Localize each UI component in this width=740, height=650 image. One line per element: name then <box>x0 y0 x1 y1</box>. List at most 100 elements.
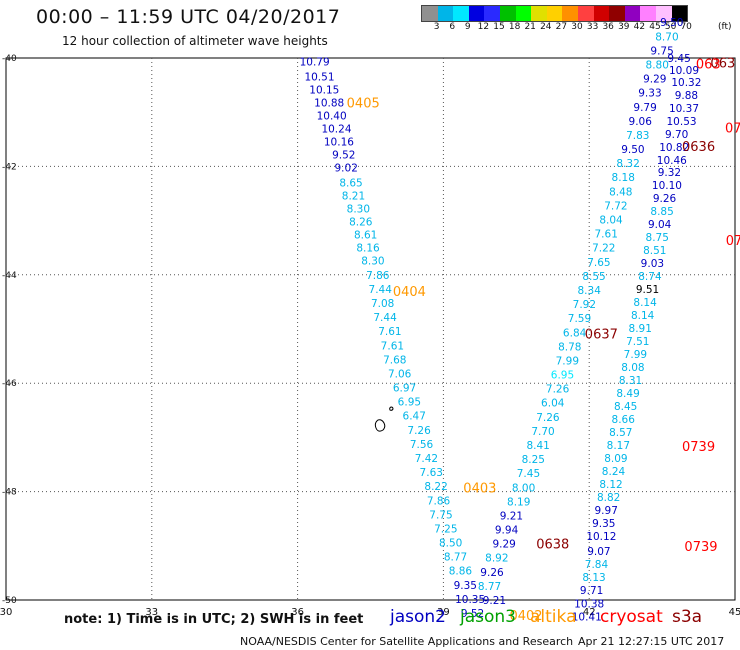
wave-height-value: 10.15 <box>309 84 339 96</box>
wave-height-value: 8.78 <box>558 341 581 353</box>
legend-item-altika: altika <box>530 607 577 627</box>
colorbar-unit: (ft) <box>718 22 732 32</box>
wave-height-value: 10.82 <box>659 142 689 154</box>
pass-time-label: 063 <box>710 56 735 71</box>
pass-time-label: 0638 <box>536 538 569 553</box>
wave-height-value: 10.35 <box>455 594 485 606</box>
wave-height-value: 9.04 <box>648 219 672 231</box>
wave-height-value: 7.26 <box>536 412 560 424</box>
wave-height-value: 8.77 <box>444 552 467 564</box>
colorbar-swatch <box>577 6 594 21</box>
colorbar-label: 42 <box>633 22 646 32</box>
colorbar-label: 30 <box>571 22 583 32</box>
wave-height-value: 9.26 <box>480 567 504 579</box>
wave-height-value: 8.77 <box>478 581 501 593</box>
wave-height-value: 9.26 <box>653 193 677 205</box>
colorbar-label: 33 <box>586 22 599 32</box>
wave-height-value: 6.04 <box>541 398 565 410</box>
wave-height-value: 10.41 <box>572 611 602 623</box>
longitude-tick-label: 36 <box>291 607 304 618</box>
wave-height-value: 8.51 <box>643 245 666 257</box>
pass-time-label: 0402 <box>509 609 542 624</box>
footer-note: note: 1) Time is in UTC; 2) SWH is in fe… <box>64 612 364 627</box>
legend-item-s3a: s3a <box>672 607 703 627</box>
colorbar-swatch <box>562 6 578 21</box>
wave-height-value: 8.75 <box>646 232 669 244</box>
wave-height-value: 8.09 <box>604 453 627 465</box>
wave-height-value: 9.52 <box>332 149 355 161</box>
wave-height-value: 7.86 <box>427 495 451 507</box>
chart-title: 00:00 – 11:59 UTC 04/20/2017 <box>36 6 341 28</box>
wave-height-value: 7.06 <box>388 368 412 380</box>
latitude-tick-label: -46 <box>2 379 17 389</box>
wave-height-value: 10.53 <box>667 116 697 128</box>
wave-height-value: 7.72 <box>604 200 627 212</box>
wave-height-value: 7.25 <box>434 523 457 535</box>
wave-height-value: 10.46 <box>657 155 687 167</box>
colorbar-label: 9 <box>464 22 471 32</box>
colorbar-swatch <box>453 6 469 21</box>
pass-time-label: 0405 <box>347 96 380 111</box>
wave-height-value: 9.97 <box>595 505 618 517</box>
colorbar-swatch <box>484 6 500 21</box>
wave-height-value: 6.47 <box>403 411 426 423</box>
wave-height-value: 9.94 <box>495 525 519 537</box>
pass-time-label: 0738 <box>726 234 740 249</box>
pass-time-label: 0404 <box>393 285 426 300</box>
colorbar-label: 50 <box>664 22 677 32</box>
wave-height-value: 8.57 <box>609 427 632 439</box>
colorbar-label: 18 <box>508 22 521 32</box>
wave-height-value: 10.51 <box>304 71 334 83</box>
colorbar-swatch <box>609 6 625 21</box>
wave-height-value: 7.99 <box>624 349 647 361</box>
wave-height-value: 8.12 <box>599 479 622 491</box>
colorbar-swatch <box>671 6 688 21</box>
wave-height-value: 8.14 <box>633 297 657 309</box>
wave-height-value: 8.50 <box>439 538 462 550</box>
colorbar-label: 21 <box>524 22 536 32</box>
wave-height-value: 10.40 <box>317 110 347 122</box>
latitude-tick-label: -42 <box>2 162 17 172</box>
latitude-tick-label: -50 <box>2 596 17 606</box>
wave-height-value: 10.88 <box>314 97 344 109</box>
colorbar-label: 45 <box>649 22 661 32</box>
wave-height-value: 6.95 <box>551 370 574 382</box>
legend-item-jason2: jason2 <box>390 607 446 627</box>
wave-height-value: 8.00 <box>512 482 535 494</box>
wave-height-value: 7.45 <box>517 468 540 480</box>
colorbar-swatch <box>437 6 454 21</box>
wave-height-value: 7.22 <box>592 243 615 255</box>
wave-height-value: 10.38 <box>574 598 604 610</box>
wave-height-value: 10.32 <box>671 77 701 89</box>
wave-height-value: 7.51 <box>626 336 649 348</box>
wave-height-value: 8.34 <box>578 285 602 297</box>
wave-height-value: 8.92 <box>485 553 508 565</box>
wave-height-value: 8.49 <box>616 388 639 400</box>
wave-height-value: 9.06 <box>629 116 653 128</box>
colorbar-swatch <box>515 6 532 21</box>
colorbar-label: 3 <box>433 22 440 32</box>
wave-height-value: 10.79 <box>300 56 330 68</box>
colorbar-swatch <box>422 6 438 21</box>
wave-height-value: 9.02 <box>335 162 358 174</box>
wave-height-observations: 10.7910.5110.1510.8810.4010.2410.169.529… <box>300 17 702 623</box>
wave-height-value: 9.29 <box>492 539 515 551</box>
wave-height-value: 10.16 <box>324 136 354 148</box>
wave-height-value: 10.24 <box>321 123 351 135</box>
longitude-tick-label: 42 <box>583 607 596 618</box>
wave-height-value: 6.97 <box>393 383 416 395</box>
wave-height-value: 9.29 <box>643 74 666 86</box>
wave-height-value: 9.35 <box>592 518 615 530</box>
colorbar <box>421 5 689 22</box>
wave-height-value: 8.04 <box>599 215 623 227</box>
wave-height-value: 8.74 <box>638 271 662 283</box>
colorbar-label: 70 <box>680 22 692 32</box>
wave-height-value: 9.35 <box>454 580 477 592</box>
longitude-tick-label: 33 <box>145 607 158 618</box>
wave-height-value: 8.70 <box>655 31 678 43</box>
axis-tick-labels: 30 33 36 39 42 45 -40 -42 -44 -46 -48 -50 <box>0 54 740 618</box>
wave-height-value: 7.61 <box>595 229 618 241</box>
pass-time-label: 0739 <box>684 540 717 555</box>
wave-height-value: 9.32 <box>658 167 681 179</box>
latitude-tick-label: -44 <box>2 271 17 281</box>
